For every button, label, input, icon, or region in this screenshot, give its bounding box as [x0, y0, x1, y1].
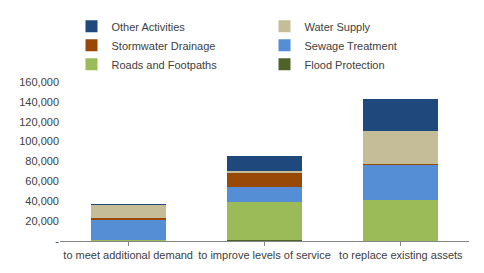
- svg-text:to replace existing assets: to replace existing assets: [339, 249, 463, 261]
- svg-text:100,000: 100,000: [19, 135, 59, 147]
- svg-text:40,000: 40,000: [25, 195, 59, 207]
- svg-text:Other Activities: Other Activities: [112, 21, 186, 33]
- svg-text:140,000: 140,000: [19, 96, 59, 108]
- svg-text:-: -: [55, 235, 59, 247]
- svg-text:60,000: 60,000: [25, 175, 59, 187]
- svg-text:to meet additional demand: to meet additional demand: [63, 249, 193, 261]
- svg-text:120,000: 120,000: [19, 116, 59, 128]
- svg-text:80,000: 80,000: [25, 155, 59, 167]
- svg-text:Water Supply: Water Supply: [305, 21, 371, 33]
- svg-text:Stormwater Drainage: Stormwater Drainage: [112, 40, 216, 52]
- svg-text:to improve levels of service: to improve levels of service: [198, 249, 331, 261]
- svg-text:160,000: 160,000: [19, 76, 59, 88]
- svg-text:Flood Protection: Flood Protection: [305, 59, 385, 71]
- svg-text:Sewage Treatment: Sewage Treatment: [305, 40, 397, 52]
- svg-text:20,000: 20,000: [25, 215, 59, 227]
- svg-text:Roads and Footpaths: Roads and Footpaths: [112, 59, 218, 71]
